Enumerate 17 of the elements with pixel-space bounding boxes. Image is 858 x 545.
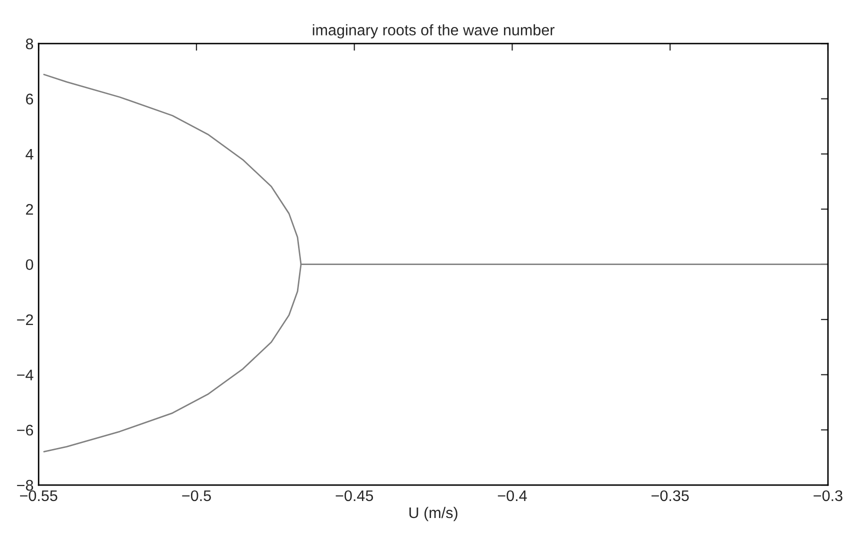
x-tick-label: −0.3 — [814, 490, 842, 502]
x-tick-label: −0.4 — [498, 490, 527, 502]
y-tick-label: −8 — [17, 480, 34, 491]
y-tick-label: 6 — [26, 94, 34, 104]
y-tick-label: −6 — [17, 424, 34, 436]
x-tick-label: −0.55 — [20, 490, 58, 502]
y-tick-label: 8 — [26, 38, 34, 50]
y-tick-label: 0 — [26, 259, 34, 270]
chart-title: imaginary roots of the wave number — [312, 24, 554, 38]
x-tick-label: −0.35 — [652, 490, 689, 502]
y-tick-label: −2 — [17, 314, 33, 326]
x-tick-label: −0.45 — [336, 490, 374, 502]
y-tick-label: 2 — [26, 204, 33, 215]
y-tick-label: −4 — [17, 370, 34, 380]
y-tick-label: 4 — [26, 148, 34, 160]
x-axis-title: U (m/s) — [409, 506, 458, 522]
x-tick-label: −0.5 — [182, 490, 211, 502]
